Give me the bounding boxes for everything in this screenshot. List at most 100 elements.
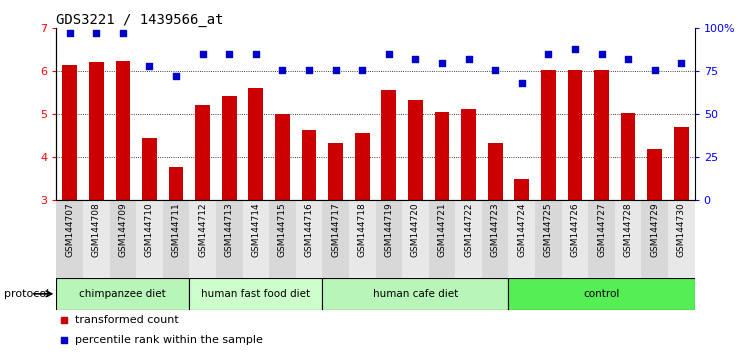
Point [170,74,182,79]
Bar [322,200,349,278]
Bar [116,61,130,200]
Bar [110,200,136,278]
Bar [621,113,635,200]
Text: GSM144707: GSM144707 [65,202,74,257]
Bar [514,179,529,200]
Bar [535,200,562,278]
Point [675,60,687,65]
Point [223,51,235,57]
Bar [169,167,183,200]
Text: GSM144730: GSM144730 [677,202,686,257]
Point [356,67,368,72]
Point [143,63,155,69]
Text: GSM144727: GSM144727 [597,202,606,257]
Bar [189,200,216,278]
Point [58,317,70,323]
Bar [269,200,296,278]
Bar [508,200,535,278]
Bar [302,131,316,200]
Point [250,51,262,57]
Point [409,56,421,62]
Point [303,67,315,72]
Text: GSM144715: GSM144715 [278,202,287,257]
Bar [249,87,263,200]
Text: GSM144716: GSM144716 [304,202,313,257]
Point [90,31,102,36]
Bar [382,90,396,200]
Bar [195,105,210,200]
Bar [461,109,476,200]
Bar [322,278,508,310]
Bar [402,200,429,278]
Bar [408,101,423,200]
Bar [56,200,83,278]
Bar [83,200,110,278]
Bar [674,127,689,200]
Bar [136,200,163,278]
Point [596,51,608,57]
Text: GSM144709: GSM144709 [119,202,128,257]
Text: GSM144722: GSM144722 [464,202,473,257]
Bar [222,96,237,200]
Point [649,67,661,72]
Text: human cafe diet: human cafe diet [372,289,458,299]
Point [197,51,209,57]
Bar [647,149,662,200]
Point [58,337,70,343]
Bar [568,70,582,200]
Text: percentile rank within the sample: percentile rank within the sample [75,335,264,345]
Text: GSM144726: GSM144726 [571,202,580,257]
Bar [62,65,77,200]
Text: GSM144710: GSM144710 [145,202,154,257]
Text: GSM144717: GSM144717 [331,202,340,257]
Bar [429,200,455,278]
Bar [328,143,343,200]
Bar [355,133,369,200]
Bar [615,200,641,278]
Bar [541,70,556,200]
Bar [296,200,322,278]
Bar [349,200,376,278]
Bar [216,200,243,278]
Point [117,31,129,36]
Point [622,56,634,62]
Text: GSM144723: GSM144723 [490,202,499,257]
Bar [189,278,322,310]
Point [383,51,395,57]
Bar [435,112,449,200]
Bar [594,70,609,200]
Text: chimpanzee diet: chimpanzee diet [80,289,166,299]
Bar [376,200,402,278]
Text: GSM144712: GSM144712 [198,202,207,257]
Text: GSM144713: GSM144713 [225,202,234,257]
Text: GSM144728: GSM144728 [623,202,632,257]
Bar [668,200,695,278]
Bar [142,138,157,200]
Bar [508,278,695,310]
Point [276,67,288,72]
Text: transformed count: transformed count [75,315,179,325]
Text: GSM144719: GSM144719 [385,202,394,257]
Bar [641,200,668,278]
Text: GSM144725: GSM144725 [544,202,553,257]
Text: GSM144724: GSM144724 [517,202,526,257]
Point [569,46,581,52]
Point [489,67,501,72]
Text: GSM144721: GSM144721 [438,202,447,257]
Bar [488,143,502,200]
Bar [243,200,269,278]
Text: human fast food diet: human fast food diet [201,289,310,299]
Text: GSM144720: GSM144720 [411,202,420,257]
Point [542,51,554,57]
Point [64,31,76,36]
Bar [562,200,588,278]
Text: GSM144729: GSM144729 [650,202,659,257]
Text: GSM144708: GSM144708 [92,202,101,257]
Bar [588,200,615,278]
Bar [56,278,189,310]
Text: protocol: protocol [4,289,49,299]
Text: GSM144718: GSM144718 [357,202,366,257]
Point [330,67,342,72]
Text: GDS3221 / 1439566_at: GDS3221 / 1439566_at [56,13,224,27]
Bar [163,200,189,278]
